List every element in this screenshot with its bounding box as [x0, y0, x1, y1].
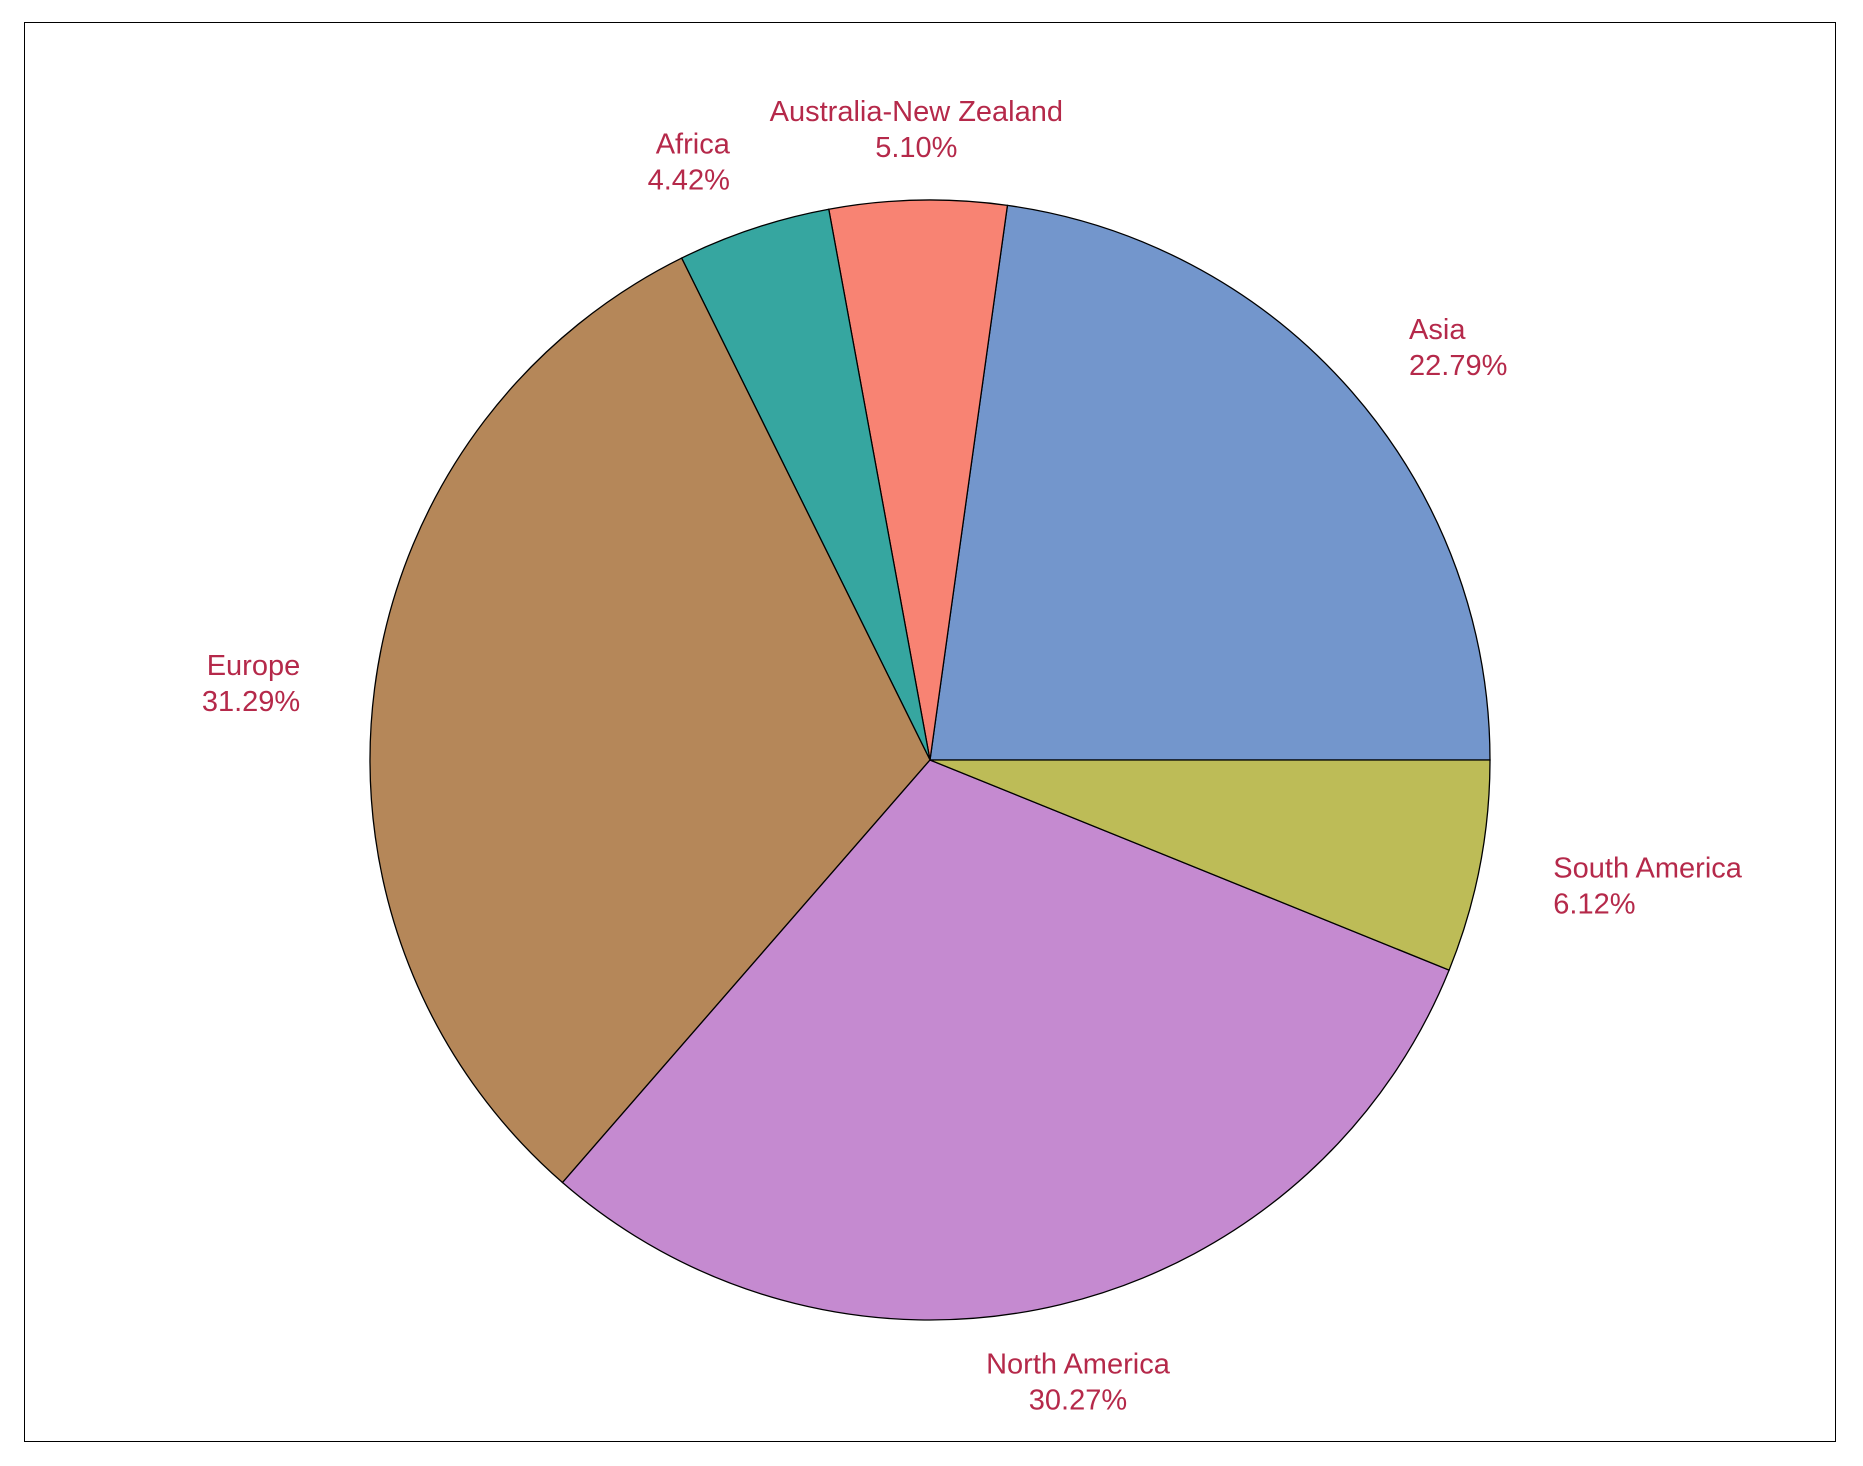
pie-label-australia-new-zealand: Australia-New Zealand 5.10%	[770, 96, 1063, 164]
pie-label-south-america: South America 6.12%	[1553, 852, 1742, 920]
pie-slice-asia	[929, 204, 1491, 761]
slice-percent-label: 22.79%	[1409, 350, 1507, 382]
slice-percent-label: 5.10%	[875, 132, 957, 164]
slice-percent-label: 4.42%	[648, 164, 730, 196]
slice-name-label: Australia-New Zealand	[770, 96, 1063, 128]
pie-label-north-america: North America 30.27%	[986, 1349, 1171, 1417]
pie-label-africa: Africa 4.42%	[648, 128, 731, 196]
slice-percent-label: 6.12%	[1553, 888, 1635, 920]
pie-slice-south-america	[929, 759, 1491, 971]
slice-name-label: Asia	[1409, 314, 1466, 346]
slice-name-label: North America	[986, 1349, 1171, 1381]
pie-slice-australia-new-zealand	[828, 199, 1009, 761]
slice-name-label: Europe	[207, 650, 301, 682]
pie-label-asia: Asia 22.79%	[1409, 314, 1507, 382]
pie-slice-europe	[369, 257, 931, 1184]
pie-slice-north-america	[561, 759, 1450, 1321]
slice-name-label: Africa	[656, 128, 731, 160]
pie-label-europe: Europe 31.29%	[202, 650, 300, 718]
slice-name-label: South America	[1553, 852, 1742, 884]
slice-percent-label: 30.27%	[1029, 1385, 1127, 1417]
slice-percent-label: 31.29%	[202, 686, 300, 718]
